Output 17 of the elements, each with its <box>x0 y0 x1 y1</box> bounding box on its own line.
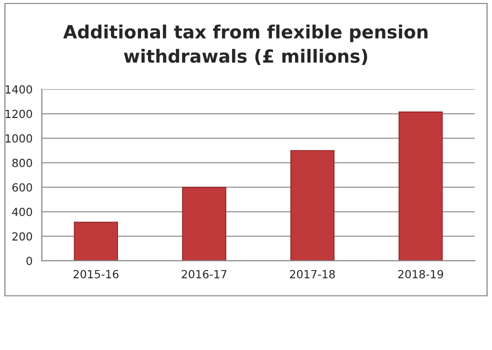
y-tick-label: 600 <box>12 183 32 192</box>
x-tick-label: 2016-17 <box>182 270 226 278</box>
x-tick-label: 2018-19 <box>398 270 444 278</box>
bar <box>398 111 443 261</box>
bar <box>182 186 226 261</box>
y-tick-label: 200 <box>12 232 32 241</box>
x-tick-label: 2017-18 <box>290 270 335 278</box>
y-tick-label: 0 <box>26 256 32 266</box>
y-tick-label: 800 <box>12 158 32 168</box>
bar <box>74 222 118 261</box>
y-tick-label: 1000 <box>6 134 32 143</box>
y-tick-label: 400 <box>12 208 32 216</box>
bar <box>290 150 334 261</box>
y-tick-label: 1400 <box>6 85 32 94</box>
chart-title: Additional tax from flexible pension withdrawals (£ millions) <box>63 24 428 66</box>
x-tick-label: 2015-16 <box>74 270 118 278</box>
y-tick-label: 1200 <box>6 110 32 118</box>
